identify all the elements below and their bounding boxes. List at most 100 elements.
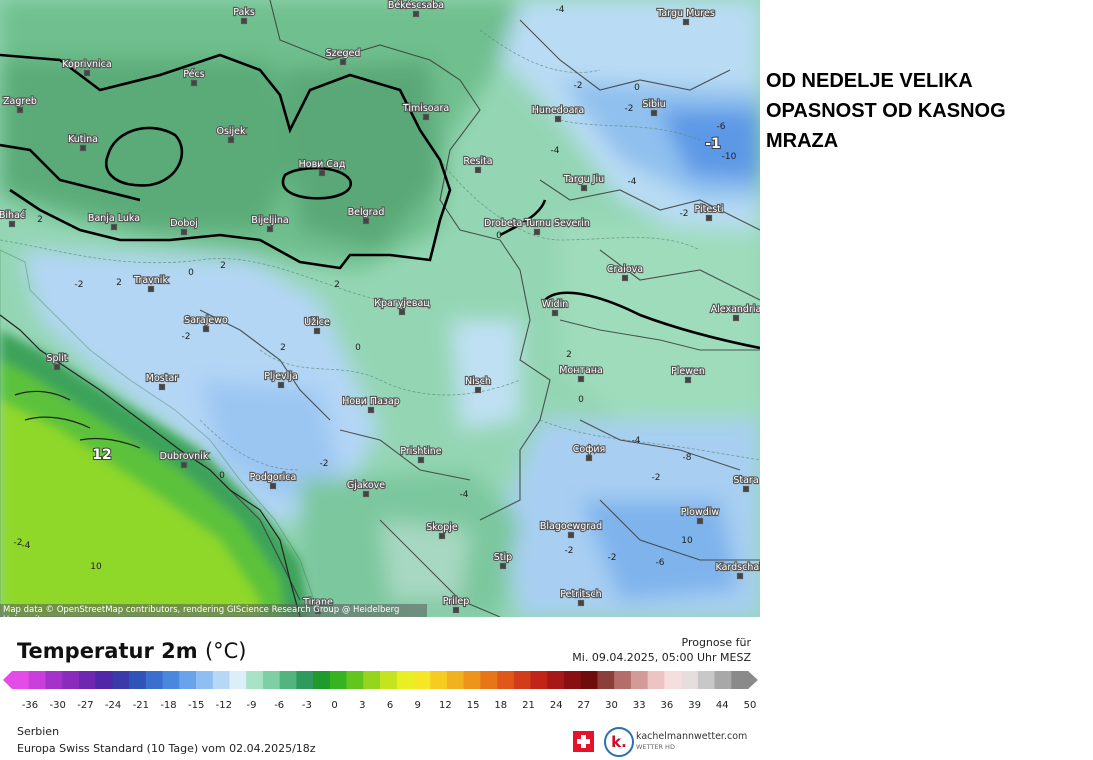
city-marker <box>269 482 277 490</box>
city-marker <box>533 228 541 236</box>
contour-value-label: -4 <box>556 5 565 15</box>
contour-value-label: -10 <box>722 152 737 162</box>
city-marker <box>499 562 507 570</box>
city-marker <box>696 517 704 525</box>
scale-tick-label: 36 <box>661 700 674 711</box>
headline-line-1: OD NEDELJE VELIKA <box>766 70 973 92</box>
city-label: Doboj <box>170 218 198 229</box>
scale-bin <box>396 671 414 689</box>
city-marker <box>580 184 588 192</box>
scale-bin <box>413 671 431 689</box>
city-marker <box>362 490 370 498</box>
contour-value-label: -2 <box>625 104 634 114</box>
scale-bin <box>12 671 30 689</box>
city-label: Drobeta-Turnu Severin <box>484 218 590 229</box>
contour-value-label: -2 <box>608 553 617 563</box>
scale-tick-label: -6 <box>274 700 284 711</box>
city-marker <box>318 169 326 177</box>
headline-line-2: OPASNOST OD KASNOG <box>766 100 1006 122</box>
contour-value-label: 10 <box>90 562 102 572</box>
contour-value-label: -4 <box>22 541 31 551</box>
city-label: Нови Пазар <box>342 396 400 407</box>
brand-sub: WETTER HD <box>636 743 675 751</box>
city-label: Craiova <box>607 264 643 275</box>
scale-bin <box>28 671 46 689</box>
city-label: София <box>573 444 605 455</box>
city-marker <box>742 485 750 493</box>
contour-value-label: -4 <box>460 490 469 500</box>
city-label: Bijeljina <box>251 215 288 226</box>
scale-bin <box>329 671 348 689</box>
city-label: Podgorica <box>250 472 297 483</box>
city-marker <box>53 363 61 371</box>
scale-tick-label: -24 <box>105 700 121 711</box>
city-marker <box>83 69 91 77</box>
scale-tick-label: 44 <box>716 700 729 711</box>
city-label: Pljevlja <box>264 371 298 382</box>
city-marker <box>452 606 460 614</box>
scale-bin <box>446 671 465 689</box>
contour-value-label: -6 <box>656 558 665 568</box>
city-marker <box>79 144 87 152</box>
scale-bin <box>296 671 314 689</box>
contour-lines <box>0 29 760 471</box>
city-marker <box>554 115 562 123</box>
city-label: Gjakove <box>347 480 385 491</box>
scale-tick-label: 0 <box>331 700 337 711</box>
zero-isotherm <box>0 53 760 350</box>
city-label: Békéscsaba <box>388 0 444 11</box>
city-label: Нови Сад <box>299 159 346 170</box>
city-label: Widin <box>542 299 569 310</box>
coastline <box>0 314 301 617</box>
city-label: Plowdiw <box>681 507 720 518</box>
headline-line-3: MRAZA <box>766 130 839 152</box>
city-label: Stara <box>733 475 758 486</box>
scale-tick-label: 15 <box>467 700 480 711</box>
city-label: Mostar <box>146 373 179 384</box>
city-marker <box>736 572 744 580</box>
city-marker <box>110 223 118 231</box>
scale-bin <box>430 671 448 689</box>
contour-value-label: -6 <box>717 122 726 132</box>
city-label: Blagoewgrad <box>540 521 602 532</box>
contour-value-label: 10 <box>681 536 693 546</box>
scale-bins <box>12 671 749 689</box>
scale-tick-label: -12 <box>216 700 232 711</box>
scale-tick-label: 3 <box>359 700 365 711</box>
city-marker <box>398 308 406 316</box>
scale-tick-label: 21 <box>522 700 535 711</box>
scale-bin <box>480 671 498 689</box>
contour-value-label: 2 <box>37 215 43 225</box>
scale-bin <box>380 671 398 689</box>
contour-value-label: -4 <box>551 146 560 156</box>
city-label: Nisch <box>465 376 491 387</box>
city-marker <box>227 136 235 144</box>
city-marker <box>412 10 420 18</box>
color-scale: -36 -30 -27 -24 -21 -18 -15 -12 -9 -6 -3 0 3 6 9 12 15 18… <box>3 671 758 711</box>
scale-tick-label: 33 <box>633 700 646 711</box>
scale-bin <box>78 671 97 689</box>
scale-tick-label: 50 <box>744 700 757 711</box>
scale-bin <box>246 671 264 689</box>
scale-bin <box>630 671 649 689</box>
city-marker <box>577 599 585 607</box>
city-marker <box>577 375 585 383</box>
city-marker <box>147 285 155 293</box>
scale-bin <box>513 671 532 689</box>
scale-tick-label: -27 <box>77 700 93 711</box>
swiss-flag-icon <box>573 731 594 752</box>
city-marker <box>277 381 285 389</box>
city-label: Targu Mures <box>656 8 715 19</box>
scale-tick-label: 6 <box>387 700 393 711</box>
city-label: Banja Luka <box>88 213 140 224</box>
scale-tick-label: 18 <box>494 700 507 711</box>
scale-bin <box>346 671 364 689</box>
city-marker <box>585 454 593 462</box>
contour-value-label: -2 <box>75 280 84 290</box>
scale-tick-label: 27 <box>577 700 590 711</box>
city-marker <box>732 314 740 322</box>
city-label: Belgrad <box>348 207 385 218</box>
city-marker <box>417 456 425 464</box>
contour-value-label: -4 <box>632 436 641 446</box>
